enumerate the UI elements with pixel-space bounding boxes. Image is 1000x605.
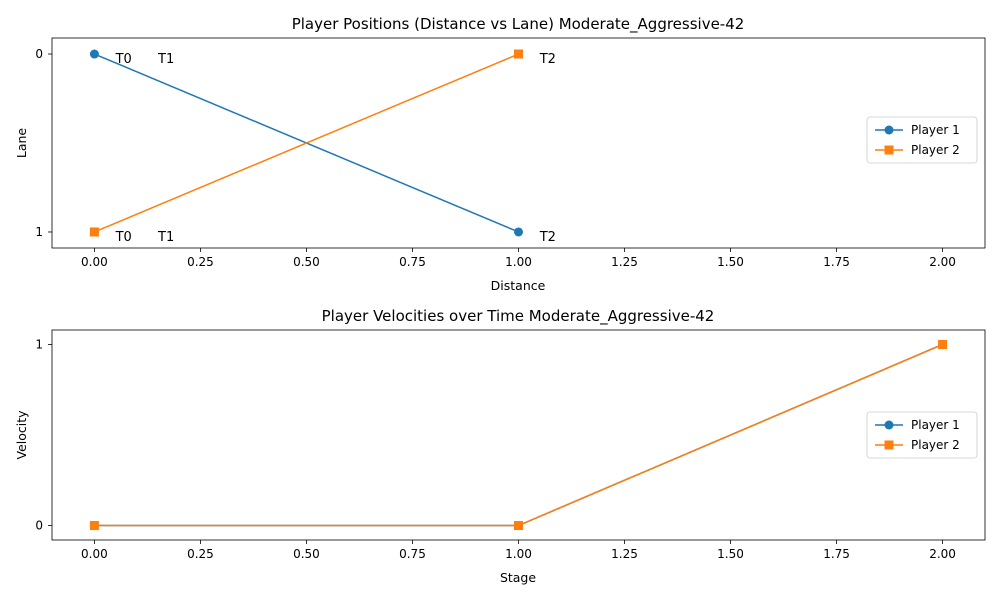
legend-marker (884, 125, 894, 135)
x-tick-label: 0.75 (399, 547, 426, 561)
data-point (89, 521, 99, 531)
legend-label: Player 1 (911, 123, 960, 137)
axes-frame (51, 37, 986, 249)
x-tick-label: 1.25 (611, 255, 638, 269)
x-tick-label: 1.00 (505, 547, 532, 561)
legend-marker (884, 145, 894, 155)
x-tick-label: 0.00 (81, 255, 108, 269)
annotation-label: T1 (157, 230, 174, 245)
x-tick-label: 2.00 (929, 255, 956, 269)
annotation-label: T1 (157, 52, 174, 67)
x-tick-label: 0.25 (187, 547, 214, 561)
legend-label: Player 2 (911, 438, 960, 452)
legend: Player 1 Player 2 (866, 116, 978, 164)
x-tick-label: 0.50 (293, 255, 320, 269)
data-point (514, 521, 523, 531)
legend-label: Player 2 (911, 143, 960, 157)
y-tick-label: 1 (35, 337, 43, 351)
data-point (938, 339, 948, 349)
chart-1-ylabel: Lane (14, 128, 29, 159)
y-tick-label: 0 (35, 519, 43, 533)
legend-label: Player 1 (911, 418, 960, 432)
x-tick-label: 1.50 (717, 255, 744, 269)
axes-frame (51, 329, 986, 541)
chart-1-xlabel: Distance (491, 278, 546, 293)
data-point (514, 227, 523, 237)
annotation-label: T2 (539, 230, 556, 245)
data-point (514, 49, 523, 59)
legend: Player 1 Player 2 (866, 411, 978, 459)
annotation-label: T0 (115, 230, 132, 245)
x-tick-label: 1.75 (823, 547, 850, 561)
legend-marker (884, 440, 894, 450)
legend-marker (884, 420, 894, 430)
x-tick-label: 0.00 (81, 547, 108, 561)
x-tick-label: 1.50 (717, 547, 744, 561)
y-tick-label: 0 (35, 47, 43, 61)
chart-1-title: Player Positions (Distance vs Lane) Mode… (292, 15, 745, 34)
x-tick-label: 0.75 (399, 255, 426, 269)
annotation-label: T0 (115, 52, 132, 67)
x-tick-label: 2.00 (929, 547, 956, 561)
x-tick-label: 1.75 (823, 255, 850, 269)
chart-1-plot: 0.00 0.25 0.50 0.75 1.00 1.25 1.50 1.75 2.00 0 1 T0… (35, 37, 986, 269)
annotation-label: T2 (539, 52, 556, 67)
x-tick-label: 0.50 (293, 547, 320, 561)
chart-2-title: Player Velocities over Time Moderate_Agg… (322, 307, 715, 326)
x-tick-label: 1.25 (611, 547, 638, 561)
chart-2-plot: 0.00 0.25 0.50 0.75 1.00 1.25 1.50 1.75 2.00 0 1 Pl… (35, 329, 986, 561)
data-point (89, 227, 99, 237)
data-point (89, 49, 99, 59)
chart-2-ylabel: Velocity (14, 410, 29, 460)
x-tick-label: 1.00 (505, 255, 532, 269)
chart-2-xlabel: Stage (500, 570, 536, 585)
y-tick-label: 1 (35, 225, 43, 239)
series-line-player-2 (94, 53, 519, 233)
legend-box (866, 411, 978, 459)
x-tick-label: 0.25 (187, 255, 214, 269)
legend-box (866, 116, 978, 164)
